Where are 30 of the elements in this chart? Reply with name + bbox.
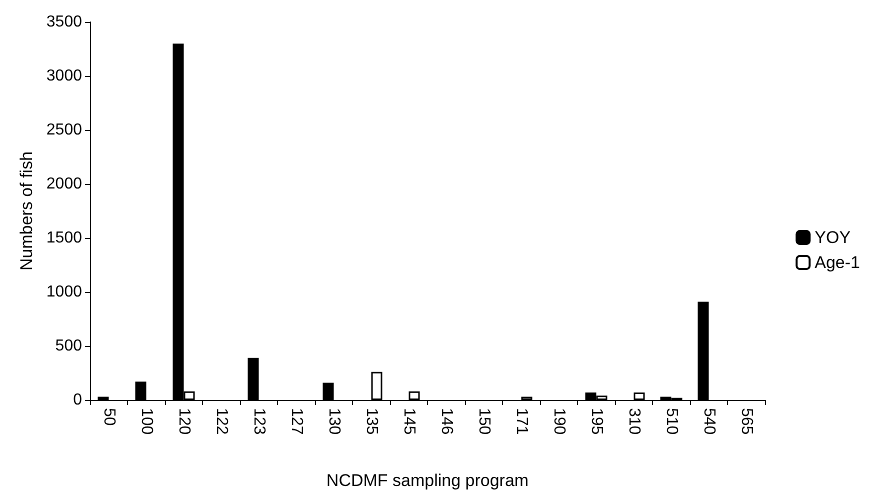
y-tick-label: 2500 [46,122,82,138]
y-tick-label: 500 [55,338,82,354]
x-tick-label: 122 [212,408,230,435]
x-tick-label: 146 [438,408,455,435]
y-tick-label: 3000 [46,68,82,84]
x-tick-label: 145 [400,408,418,435]
y-tick-label: 3500 [46,14,82,30]
x-tick-label: 120 [175,408,192,435]
y-axis-title: Numbers of fish [17,151,36,271]
legend-label: YOY [814,228,851,247]
y-tick-label: 1000 [46,284,82,300]
x-tick-label: 127 [288,408,305,435]
x-tick-label: 190 [550,408,568,435]
legend-label: Age-1 [814,253,860,272]
x-tick-label: 135 [362,408,380,435]
x-tick-label: 100 [138,408,155,435]
y-tick-label: 1500 [46,230,82,246]
x-tick-label: 130 [325,408,342,435]
x-tick-label: 540 [700,408,718,435]
y-tick-label: 0 [73,392,82,408]
y-tick-label: 2000 [46,176,82,192]
x-tick-label: 123 [250,408,268,435]
x-tick-label: 310 [625,408,642,435]
x-tick-label: 50 [100,408,118,426]
x-tick-label: 150 [475,408,492,435]
x-tick-label: 565 [738,408,755,435]
x-tick-label: 195 [588,408,605,435]
x-axis-title: NCDMF sampling program [326,471,529,490]
x-tick-label: 171 [512,408,530,435]
x-tick-label: 510 [662,408,680,435]
